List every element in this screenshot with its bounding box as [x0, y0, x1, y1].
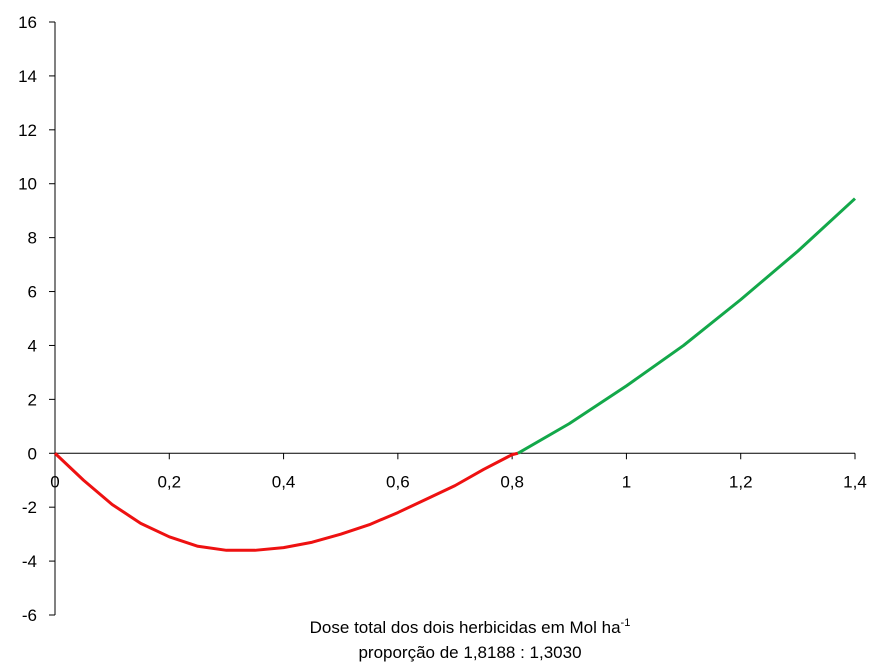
y-tick-label: 16 — [18, 13, 37, 32]
y-tick-label: -2 — [22, 498, 37, 517]
y-tick-label: -6 — [22, 606, 37, 625]
x-axis-title-text: Dose total dos dois herbicidas em Mol ha — [310, 618, 621, 637]
y-tick-label: 8 — [28, 229, 37, 248]
y-tick-label: 0 — [28, 444, 37, 463]
x-tick-label: 1 — [622, 472, 631, 491]
y-tick-label: 14 — [18, 67, 37, 86]
x-tick-label: 0,4 — [272, 472, 296, 491]
x-tick-label: 1,4 — [843, 472, 867, 491]
y-tick-label: 12 — [18, 121, 37, 140]
y-tick-label: 6 — [28, 283, 37, 302]
x-axis-subtitle: proporção de 1,8188 : 1,3030 — [358, 643, 581, 662]
y-tick-label: -4 — [22, 552, 37, 571]
x-tick-label: 0,8 — [500, 472, 524, 491]
line-series — [517, 197, 857, 455]
y-tick-label: 10 — [18, 175, 37, 194]
x-tick-label: 0,6 — [386, 472, 410, 491]
x-tick-label: 0 — [50, 472, 59, 491]
line-series — [53, 451, 519, 552]
x-axis-title-superscript: -1 — [621, 617, 631, 629]
y-tick-label: 2 — [28, 390, 37, 409]
x-tick-label: 1,2 — [729, 472, 753, 491]
x-axis-title: Dose total dos dois herbicidas em Mol ha… — [310, 617, 631, 637]
x-tick-label: 0,2 — [157, 472, 181, 491]
y-tick-label: 4 — [28, 336, 37, 355]
